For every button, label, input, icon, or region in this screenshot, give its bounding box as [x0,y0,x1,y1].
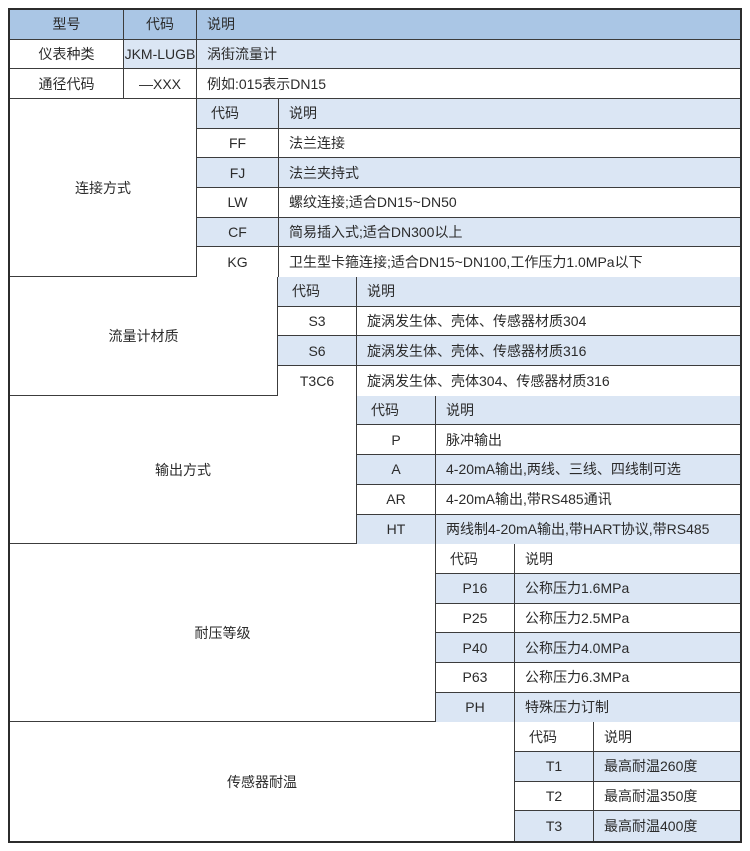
item-code: T2 [515,781,594,811]
item-desc: 公称压力2.5MPa [515,603,740,633]
item-desc: 4-20mA输出,两线、三线、四线制可选 [436,455,740,484]
item-desc: 旋涡发生体、壳体、传感器材质304 [357,306,740,336]
sub-header-row: 代码 说明 [357,395,740,426]
table-row: T3C6 旋涡发生体、壳体304、传感器材质316 [278,366,740,396]
sub-header-code: 代码 [515,722,594,751]
table-row: AR 4-20mA输出,带RS485通讯 [357,484,740,515]
sub-header-code: 代码 [436,544,515,573]
table-header-row: 型号 代码 说明 [10,10,740,40]
item-desc: 法兰连接 [279,128,740,158]
instrument-type-desc: 涡街流量计 [197,39,740,69]
item-desc: 特殊压力订制 [515,692,740,723]
item-code: T1 [515,751,594,781]
item-desc: 简易插入式;适合DN300以上 [279,217,740,247]
table-row: T2 最高耐温350度 [515,781,740,812]
table-row: KG 卫生型卡箍连接;适合DN15~DN100,工作压力1.0MPa以下 [197,247,740,278]
table-row: P16 公称压力1.6MPa [436,573,740,604]
item-code: P40 [436,633,515,662]
header-model: 型号 [10,10,124,39]
table-row: FF 法兰连接 [197,128,740,159]
table-row: LW 螺纹连接;适合DN15~DN50 [197,188,740,218]
header-description: 说明 [197,10,740,39]
section-pressure-rating: 耐压等级 代码 说明 P16 公称压力1.6MPa P25 公称压力2.5MPa… [10,544,740,723]
section-flowmeter-material: 流量计材质 代码 说明 S3 旋涡发生体、壳体、传感器材质304 S6 旋涡发生… [10,277,740,396]
table-row: S6 旋涡发生体、壳体、传感器材质316 [278,336,740,367]
item-desc: 旋涡发生体、壳体、传感器材质316 [357,336,740,366]
model-selection-table: 型号 代码 说明 仪表种类 JKM-LUGB 涡街流量计 通径代码 —XXX 例… [8,8,742,843]
sub-header-row: 代码 说明 [515,722,740,752]
table-row: S3 旋涡发生体、壳体、传感器材质304 [278,306,740,337]
instrument-type-code: JKM-LUGB [124,39,197,69]
item-code: FF [197,128,279,158]
item-desc: 4-20mA输出,带RS485通讯 [436,484,740,514]
item-code: P25 [436,603,515,633]
table-row: P 脉冲输出 [357,425,740,456]
table-row: CF 简易插入式;适合DN300以上 [197,217,740,248]
item-code: KG [197,247,279,278]
sub-header-desc: 说明 [594,722,740,751]
section-connection-type: 连接方式 代码 说明 FF 法兰连接 FJ 法兰夹持式 LW 螺纹连接;适合DN… [10,99,740,278]
table-row: P25 公称压力2.5MPa [436,603,740,634]
item-desc: 法兰夹持式 [279,158,740,188]
sub-header-row: 代码 说明 [436,544,740,574]
sub-header-code: 代码 [278,277,357,306]
item-code: P [357,425,436,455]
item-desc: 最高耐温350度 [594,781,740,811]
item-code: T3 [515,811,594,841]
diameter-code-label: 通径代码 [10,69,124,99]
item-desc: 卫生型卡箍连接;适合DN15~DN100,工作压力1.0MPa以下 [279,247,740,278]
item-code: AR [357,484,436,514]
item-desc: 公称压力1.6MPa [515,573,740,603]
item-desc: 两线制4-20mA输出,带HART协议,带RS485 [436,514,740,545]
table-row-instrument-type: 仪表种类 JKM-LUGB 涡街流量计 [10,39,740,70]
item-desc: 最高耐温400度 [594,811,740,841]
item-code: P63 [436,662,515,692]
table-row: P40 公称压力4.0MPa [436,633,740,663]
section-label-flowmeter-material: 流量计材质 [10,277,278,395]
sub-header-desc: 说明 [515,544,740,573]
sub-header-code: 代码 [197,99,279,128]
item-code: S3 [278,306,357,336]
diameter-code-code: —XXX [124,69,197,99]
section-label-sensor-temperature: 传感器耐温 [10,722,515,841]
item-code: T3C6 [278,366,357,396]
sub-header-desc: 说明 [357,277,740,306]
item-desc: 公称压力6.3MPa [515,662,740,692]
sub-header-code: 代码 [357,395,436,425]
item-desc: 脉冲输出 [436,425,740,455]
section-label-connection-type: 连接方式 [10,99,197,277]
item-code: PH [436,692,515,723]
sub-header-row: 代码 说明 [197,99,740,129]
item-code: LW [197,188,279,217]
item-desc: 公称压力4.0MPa [515,633,740,662]
instrument-type-label: 仪表种类 [10,39,124,69]
item-code: S6 [278,336,357,366]
item-desc: 最高耐温260度 [594,751,740,781]
sub-header-desc: 说明 [279,99,740,128]
section-output-mode: 输出方式 代码 说明 P 脉冲输出 A 4-20mA输出,两线、三线、四线制可选… [10,395,740,545]
item-code: P16 [436,573,515,603]
table-row: P63 公称压力6.3MPa [436,662,740,693]
sub-header-desc: 说明 [436,395,740,425]
table-row: HT 两线制4-20mA输出,带HART协议,带RS485 [357,514,740,545]
table-row: T1 最高耐温260度 [515,751,740,782]
item-code: FJ [197,158,279,188]
section-label-output-mode: 输出方式 [10,395,357,544]
item-desc: 螺纹连接;适合DN15~DN50 [279,188,740,217]
table-row: T3 最高耐温400度 [515,811,740,841]
header-code: 代码 [124,10,197,39]
diameter-code-desc: 例如:015表示DN15 [197,69,740,99]
item-code: HT [357,514,436,545]
sub-header-row: 代码 说明 [278,277,740,307]
item-code: CF [197,217,279,247]
table-row-diameter-code: 通径代码 —XXX 例如:015表示DN15 [10,69,740,100]
section-sensor-temperature: 传感器耐温 代码 说明 T1 最高耐温260度 T2 最高耐温350度 T3 最… [10,722,740,841]
table-row: PH 特殊压力订制 [436,692,740,723]
item-desc: 旋涡发生体、壳体304、传感器材质316 [357,366,740,396]
table-row: A 4-20mA输出,两线、三线、四线制可选 [357,455,740,485]
item-code: A [357,455,436,484]
section-label-pressure-rating: 耐压等级 [10,544,436,722]
table-row: FJ 法兰夹持式 [197,158,740,189]
